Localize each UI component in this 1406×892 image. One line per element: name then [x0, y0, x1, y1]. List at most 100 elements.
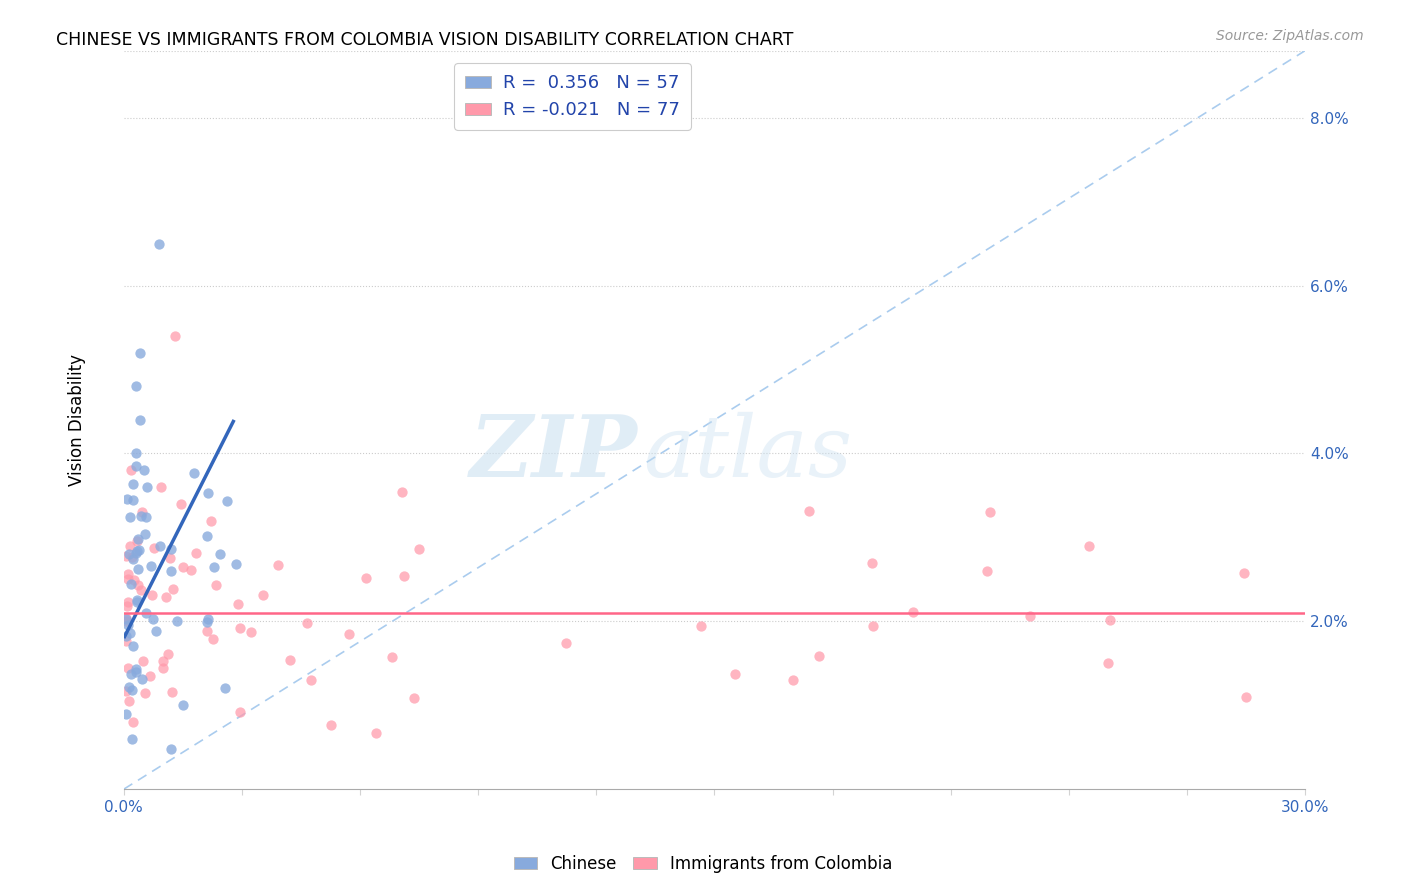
Point: [114, 614, 136, 628]
Point: [114, 612, 136, 626]
Legend: Chinese, Immigrants from Colombia: Chinese, Immigrants from Colombia: [508, 848, 898, 880]
Point: [149, 539, 172, 553]
Point: [228, 621, 250, 635]
Point: [321, 718, 343, 732]
Point: [214, 681, 236, 695]
Point: [239, 624, 262, 639]
Point: [135, 510, 157, 524]
Point: [295, 615, 318, 630]
Point: [197, 486, 219, 500]
Point: [202, 560, 225, 574]
Point: [136, 480, 159, 494]
Point: [225, 557, 247, 571]
Point: [118, 509, 141, 524]
Text: CHINESE VS IMMIGRANTS FROM COLOMBIA VISION DISABILITY CORRELATION CHART: CHINESE VS IMMIGRANTS FROM COLOMBIA VISI…: [56, 31, 793, 49]
Point: [162, 582, 184, 596]
Legend: R =  0.356   N = 57, R = -0.021   N = 77: R = 0.356 N = 57, R = -0.021 N = 77: [454, 63, 690, 130]
Point: [160, 685, 183, 699]
Point: [860, 556, 883, 570]
Point: [124, 573, 146, 587]
Point: [135, 606, 157, 620]
Point: [114, 549, 136, 564]
Point: [1077, 539, 1099, 553]
Point: [215, 493, 238, 508]
Point: [118, 547, 141, 561]
Point: [127, 562, 149, 576]
Point: [555, 636, 578, 650]
Point: [152, 661, 174, 675]
Point: [141, 588, 163, 602]
Point: [117, 594, 139, 608]
Point: [152, 654, 174, 668]
Point: [160, 564, 183, 578]
Point: [115, 599, 138, 613]
Point: [131, 654, 153, 668]
Point: [862, 619, 884, 633]
Point: [122, 714, 145, 729]
Point: [121, 549, 143, 564]
Point: [117, 566, 139, 581]
Point: [125, 595, 148, 609]
Point: [132, 463, 155, 477]
Point: [979, 505, 1001, 519]
Point: [200, 514, 222, 528]
Point: [159, 550, 181, 565]
Point: [122, 493, 145, 508]
Point: [172, 698, 194, 712]
Point: [160, 542, 183, 557]
Point: [1234, 690, 1257, 704]
Point: [117, 572, 139, 586]
Point: [186, 546, 208, 560]
Point: [782, 673, 804, 687]
Point: [120, 625, 142, 640]
Point: [807, 649, 830, 664]
Point: [180, 563, 202, 577]
Point: [121, 640, 143, 654]
Point: [145, 624, 167, 638]
Point: [114, 634, 136, 648]
Point: [114, 611, 136, 625]
Point: [1097, 657, 1119, 671]
Point: [128, 345, 150, 359]
Point: [408, 542, 430, 557]
Point: [155, 590, 177, 604]
Point: [124, 379, 146, 393]
Point: [121, 683, 143, 698]
Point: [226, 597, 249, 611]
Point: [202, 632, 225, 646]
Point: [127, 578, 149, 592]
Point: [1018, 608, 1040, 623]
Point: [120, 539, 142, 553]
Point: [120, 577, 142, 591]
Point: [138, 669, 160, 683]
Point: [142, 541, 165, 555]
Point: [127, 532, 149, 546]
Point: [134, 686, 156, 700]
Point: [392, 568, 415, 582]
Point: [364, 726, 387, 740]
Point: [195, 529, 218, 543]
Point: [267, 558, 290, 573]
Point: [128, 413, 150, 427]
Point: [120, 667, 142, 681]
Point: [122, 551, 145, 566]
Point: [172, 559, 194, 574]
Point: [166, 615, 188, 629]
Point: [131, 505, 153, 519]
Point: [141, 558, 163, 573]
Point: [404, 690, 426, 705]
Point: [724, 667, 747, 681]
Point: [228, 705, 250, 719]
Point: [1098, 613, 1121, 627]
Point: [121, 731, 143, 746]
Text: Vision Disability: Vision Disability: [67, 354, 86, 486]
Point: [169, 497, 191, 511]
Text: Source: ZipAtlas.com: Source: ZipAtlas.com: [1216, 29, 1364, 43]
Point: [120, 463, 142, 477]
Point: [125, 662, 148, 676]
Point: [901, 605, 924, 619]
Point: [118, 694, 141, 708]
Point: [128, 542, 150, 557]
Point: [129, 509, 152, 524]
Point: [156, 647, 179, 661]
